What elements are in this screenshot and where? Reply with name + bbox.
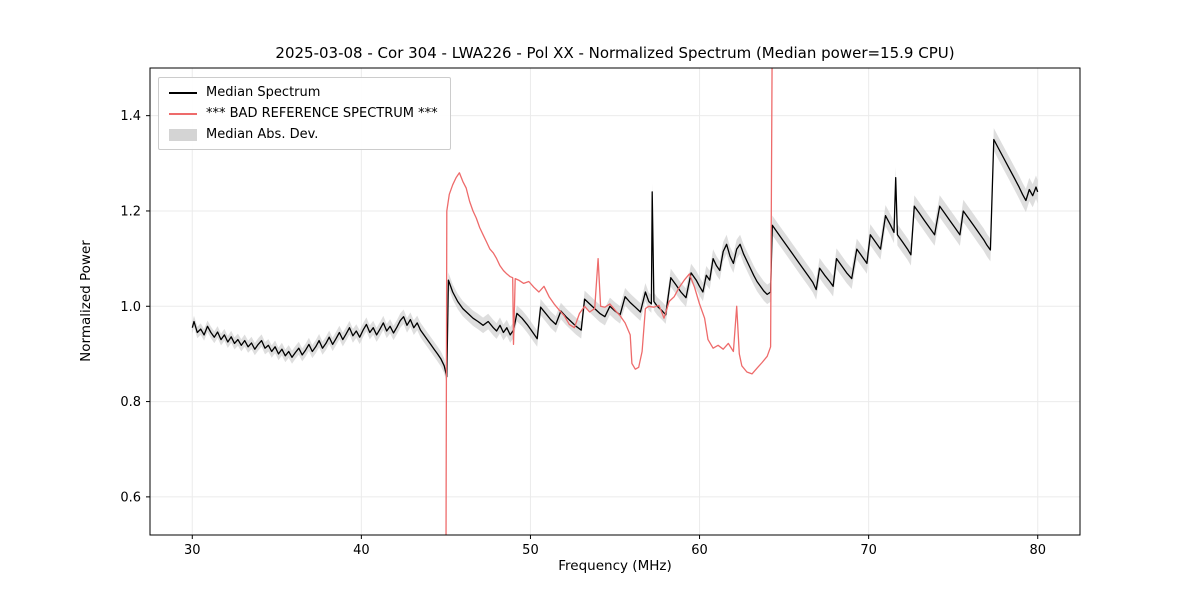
legend: Median Spectrum *** BAD REFERENCE SPECTR… bbox=[158, 77, 451, 150]
median-line-swatch-icon bbox=[169, 91, 197, 94]
y-tick-label: 1.2 bbox=[120, 204, 141, 219]
y-tick-label: 0.8 bbox=[120, 395, 141, 410]
mad-band bbox=[192, 128, 1038, 385]
x-tick-label: 80 bbox=[1029, 543, 1046, 558]
x-tick-label: 70 bbox=[860, 543, 877, 558]
plot-frame bbox=[149, 67, 1081, 536]
legend-item-mad: Median Abs. Dev. bbox=[169, 127, 438, 142]
x-tick-label: 60 bbox=[691, 543, 708, 558]
y-tick-label: 1.4 bbox=[120, 109, 141, 124]
legend-item-median-spectrum: Median Spectrum bbox=[169, 85, 438, 100]
x-axis-label: Frequency (MHz) bbox=[558, 558, 672, 574]
series-line-bad_reference bbox=[445, 68, 773, 535]
series-line-median bbox=[191, 138, 1039, 378]
x-tick-label: 30 bbox=[184, 543, 201, 558]
y-axis-label: Normalized Power bbox=[78, 240, 94, 362]
legend-item-bad-reference: *** BAD REFERENCE SPECTRUM *** bbox=[169, 106, 438, 121]
bad-reference-line-swatch-icon bbox=[169, 112, 197, 115]
x-tick-label: 40 bbox=[353, 543, 370, 558]
legend-label-median: Median Spectrum bbox=[206, 85, 321, 100]
y-tick-label: 0.6 bbox=[120, 490, 141, 505]
y-tick-label: 1.0 bbox=[120, 300, 141, 315]
chart-title: 2025-03-08 - Cor 304 - LWA226 - Pol XX -… bbox=[275, 44, 955, 62]
x-tick-label: 50 bbox=[522, 543, 539, 558]
legend-label-bad-reference: *** BAD REFERENCE SPECTRUM *** bbox=[206, 106, 438, 121]
mad-band-swatch-icon bbox=[169, 128, 197, 141]
legend-label-mad: Median Abs. Dev. bbox=[206, 127, 319, 142]
